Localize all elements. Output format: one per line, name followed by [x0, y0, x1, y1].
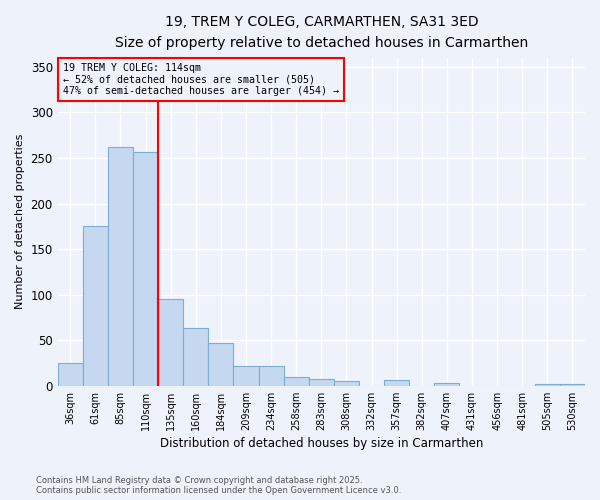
X-axis label: Distribution of detached houses by size in Carmarthen: Distribution of detached houses by size … [160, 437, 483, 450]
Bar [83, 226, 108, 386]
Bar [309, 378, 334, 386]
Text: 19 TREM Y COLEG: 114sqm
← 52% of detached houses are smaller (505)
47% of semi-d: 19 TREM Y COLEG: 114sqm ← 52% of detache… [63, 62, 339, 96]
Bar [133, 152, 158, 386]
Bar [560, 384, 585, 386]
Bar [384, 380, 409, 386]
Bar [334, 382, 359, 386]
Bar [259, 366, 284, 386]
Text: Contains HM Land Registry data © Crown copyright and database right 2025.
Contai: Contains HM Land Registry data © Crown c… [36, 476, 401, 495]
Bar [158, 299, 183, 386]
Bar [208, 343, 233, 386]
Title: 19, TREM Y COLEG, CARMARTHEN, SA31 3ED
Size of property relative to detached hou: 19, TREM Y COLEG, CARMARTHEN, SA31 3ED S… [115, 15, 528, 50]
Y-axis label: Number of detached properties: Number of detached properties [15, 134, 25, 310]
Bar [434, 383, 460, 386]
Bar [284, 376, 309, 386]
Bar [233, 366, 259, 386]
Bar [108, 147, 133, 386]
Bar [183, 328, 208, 386]
Bar [535, 384, 560, 386]
Bar [58, 363, 83, 386]
